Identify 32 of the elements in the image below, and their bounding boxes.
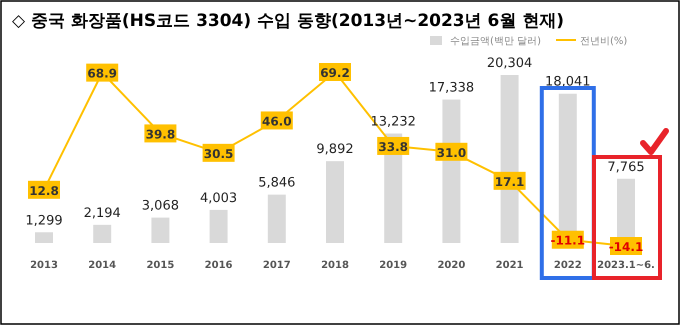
x-tick-label: 2019 bbox=[379, 260, 408, 271]
bar bbox=[210, 210, 228, 243]
data-label: 9,892 bbox=[316, 142, 354, 158]
x-tick-label: 2014 bbox=[88, 260, 116, 271]
data-label: 20,304 bbox=[486, 56, 532, 71]
bar bbox=[326, 161, 344, 243]
data-label: 2,194 bbox=[84, 206, 121, 221]
legend: 전년비(%) bbox=[556, 36, 628, 47]
legend-label: 수입금액(백만 달러) bbox=[450, 36, 542, 47]
bar bbox=[268, 194, 286, 243]
data-label: 17,338 bbox=[428, 80, 474, 96]
data-label: 5,846 bbox=[258, 176, 296, 191]
x-tick-label: 2015 bbox=[146, 260, 174, 271]
data-label: 7,765 bbox=[607, 160, 645, 175]
data-label: 1,299 bbox=[25, 213, 63, 228]
data-label: 4,003 bbox=[200, 190, 238, 206]
x-tick-label: 2018 bbox=[321, 260, 349, 271]
data-label: 18,041 bbox=[545, 74, 591, 90]
x-tick-label: 2017 bbox=[262, 260, 291, 271]
bar bbox=[151, 218, 170, 243]
bar bbox=[93, 224, 112, 243]
data-label: 3,068 bbox=[142, 198, 180, 214]
x-tick-label: 2022 bbox=[554, 260, 582, 271]
chart-title: ◇ 중국 화장품(HS코드 3304) 수입 동향(2013년~2023년 6월 현재) bbox=[12, 11, 564, 31]
x-tick-label: 2020 bbox=[437, 260, 466, 271]
x-tick-label: 2021 bbox=[496, 260, 524, 271]
x-tick-label: 2016 bbox=[204, 260, 233, 271]
x-tick-label: 2023.1~6. bbox=[597, 260, 655, 271]
x-tick-label: 2013 bbox=[30, 260, 58, 271]
legend-label: 전년비(%) bbox=[580, 36, 628, 47]
legend: 수입금액(백만 달러) bbox=[430, 36, 541, 47]
bar bbox=[35, 232, 53, 243]
